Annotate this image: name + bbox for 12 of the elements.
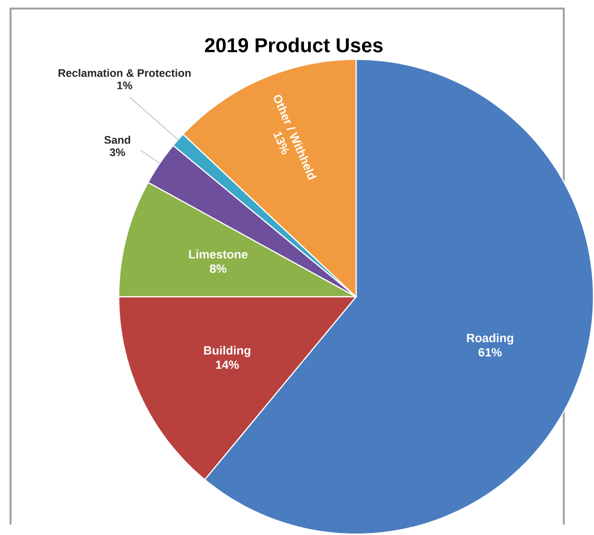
data-label: 8% bbox=[210, 264, 226, 273]
chart-title: 2019 Product Uses bbox=[204, 38, 383, 52]
slice-label: Limestone bbox=[189, 250, 248, 259]
slice-label: Sand bbox=[104, 136, 130, 144]
data-label: 61% bbox=[478, 348, 502, 357]
slice-label: Reclamation & Protection bbox=[58, 69, 191, 78]
slice-label: Roading bbox=[467, 334, 514, 345]
data-label: 3% bbox=[110, 148, 126, 156]
data-label: 1% bbox=[117, 82, 132, 90]
data-label: 13% bbox=[273, 132, 290, 155]
data-label: 14% bbox=[216, 360, 239, 370]
slice-label: Building bbox=[204, 346, 250, 358]
